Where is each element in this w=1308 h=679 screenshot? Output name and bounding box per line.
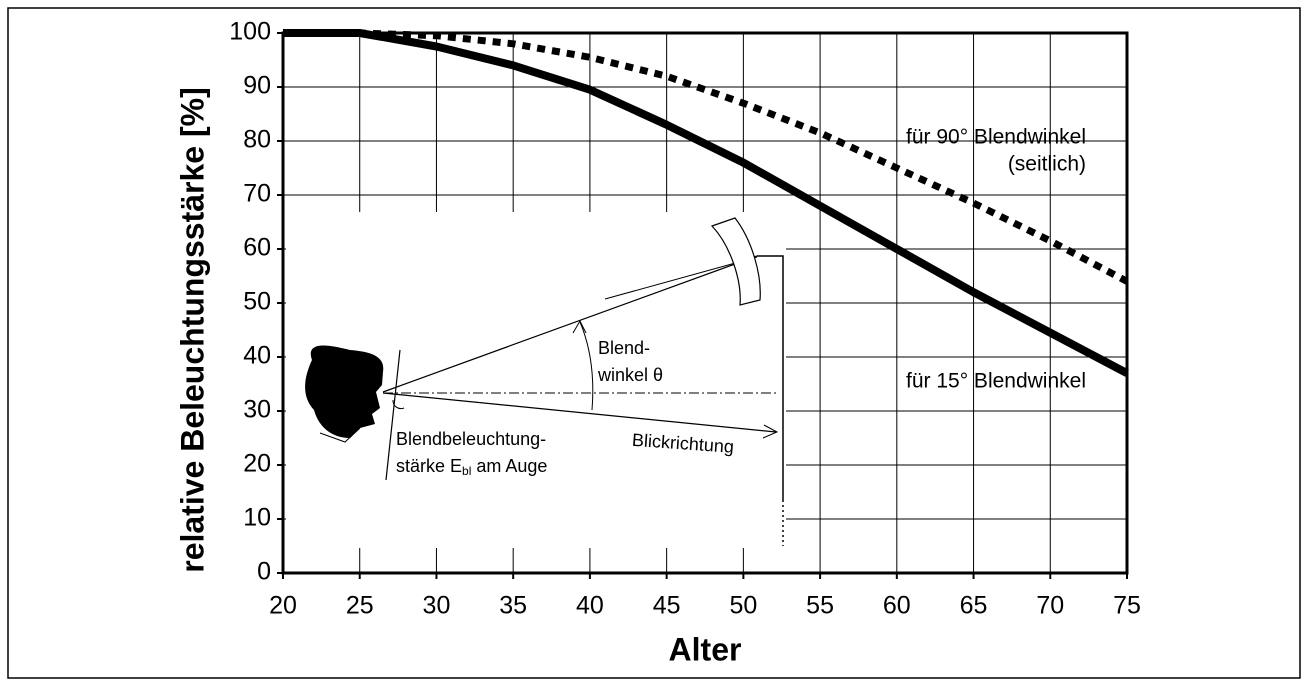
frame bbox=[7, 7, 1301, 679]
y-tick-label: 70 bbox=[243, 180, 271, 208]
y-tick-label: 30 bbox=[243, 396, 271, 424]
angle-label: winkel θ bbox=[597, 365, 663, 385]
y-tick-label: 0 bbox=[257, 558, 271, 586]
y-tick-label: 60 bbox=[243, 234, 271, 262]
angle-label: Blend- bbox=[598, 338, 650, 358]
x-tick-label: 50 bbox=[729, 592, 757, 620]
y-tick-label: 50 bbox=[243, 288, 271, 316]
gaze-arrow bbox=[762, 424, 779, 439]
right-angle bbox=[392, 399, 405, 410]
y-axis-title: relative Beleuchtungsstärke [%] bbox=[174, 87, 210, 573]
x-tick-label: 45 bbox=[653, 592, 681, 620]
lamp-tangent bbox=[604, 256, 758, 300]
neck bbox=[319, 427, 361, 443]
y-tick-label: 10 bbox=[243, 504, 271, 532]
y-tick-label: 20 bbox=[243, 450, 271, 478]
gaze-ray bbox=[382, 392, 777, 433]
glare-ray bbox=[382, 255, 758, 393]
x-tick-label: 65 bbox=[960, 592, 988, 620]
x-tick-label: 55 bbox=[806, 592, 834, 620]
x-tick-label: 60 bbox=[883, 592, 911, 620]
lamp bbox=[710, 217, 761, 306]
y-tick-label: 90 bbox=[243, 72, 271, 100]
series-note: (seitlich) bbox=[1008, 153, 1086, 176]
illuminance-text: am Auge bbox=[471, 456, 547, 476]
y-tick-label: 100 bbox=[229, 18, 271, 46]
x-tick-label: 25 bbox=[346, 592, 374, 620]
series-line bbox=[283, 29, 1129, 377]
x-tick-label: 40 bbox=[576, 592, 604, 620]
x-tick-label: 75 bbox=[1113, 592, 1141, 620]
eye-plane bbox=[385, 349, 401, 481]
plot bbox=[283, 29, 1129, 377]
arc-arrow bbox=[572, 319, 587, 334]
series-label: für 90° Blendwinkel bbox=[906, 126, 1086, 149]
x-tick-label: 20 bbox=[269, 592, 297, 620]
y-tick-label: 80 bbox=[243, 126, 271, 154]
illuminance-label: Blendbeleuchtung- bbox=[396, 429, 546, 449]
x-tick-label: 70 bbox=[1036, 592, 1064, 620]
inset-diagram: Blend- winkel θ Blickrichtung Blendbeleu… bbox=[286, 212, 786, 548]
head bbox=[305, 345, 384, 438]
x-axis-title: Alter bbox=[669, 631, 742, 667]
lamp-post bbox=[757, 255, 784, 500]
series-label: für 15° Blendwinkel bbox=[906, 370, 1086, 393]
illuminance-subscript: bl bbox=[462, 464, 471, 478]
x-tick-label: 35 bbox=[499, 592, 527, 620]
series-line bbox=[283, 29, 1129, 285]
illuminance-text: stärke E bbox=[396, 456, 462, 476]
illuminance-label: stärke Ebl am Auge bbox=[396, 456, 547, 478]
y-tick-label: 40 bbox=[243, 342, 271, 370]
angle-arc bbox=[579, 321, 594, 411]
x-tick-label: 30 bbox=[423, 592, 451, 620]
